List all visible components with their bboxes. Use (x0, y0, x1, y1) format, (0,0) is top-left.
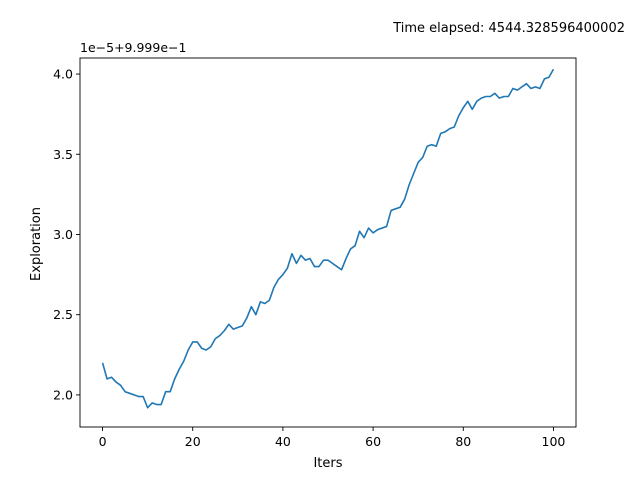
chart-title: Time elapsed: 4544.328596400002 (392, 21, 625, 36)
y-axis-ticks: 2.0 2.5 3.0 3.5 4.0 (53, 67, 80, 402)
y-tick-label: 2.5 (53, 307, 73, 322)
y-tick-label: 3.5 (53, 147, 73, 162)
y-axis-offset-label: 1e−5+9.999e−1 (80, 40, 186, 55)
x-tick-label: 60 (365, 434, 381, 449)
plot-area (79, 57, 577, 428)
x-axis-label: Iters (313, 456, 342, 471)
x-tick-label: 0 (99, 434, 107, 449)
y-tick-label: 2.0 (53, 387, 73, 402)
y-tick-label: 3.0 (53, 227, 73, 242)
series-line-0 (101, 68, 555, 409)
plot-frame (79, 57, 577, 428)
x-tick-label: 100 (542, 434, 566, 449)
y-axis-label: Exploration (29, 207, 44, 281)
x-axis-ticks: 0 20 40 60 80 100 (99, 427, 566, 449)
x-tick-label: 40 (275, 434, 291, 449)
y-tick-label: 4.0 (53, 67, 73, 82)
x-tick-label: 20 (185, 434, 201, 449)
x-tick-label: 80 (455, 434, 471, 449)
